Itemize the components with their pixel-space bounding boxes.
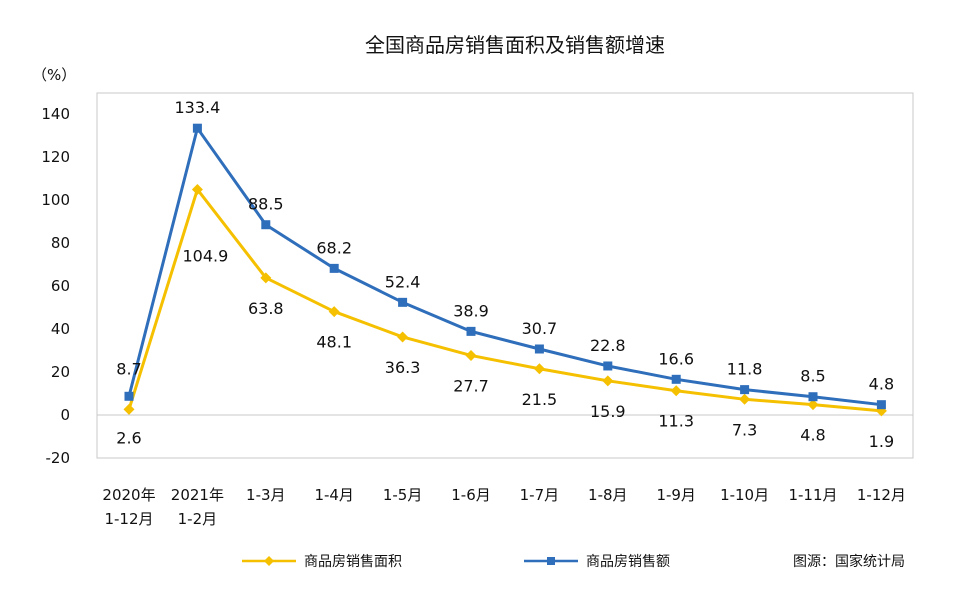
data-label: 63.8 [248, 299, 284, 318]
legend-marker [264, 556, 274, 566]
x-tick-label: 1-7月 [520, 486, 560, 504]
data-label: 27.7 [453, 376, 489, 395]
y-tick-label: 100 [41, 191, 70, 209]
data-point [328, 306, 340, 318]
data-point [192, 123, 202, 133]
x-axis-tick-labels: 2020年 1-12月 2021年 1-2月 1-3月 1-4月 1-5月 1-6月 1-7月 1… [102, 486, 906, 528]
data-point [739, 393, 751, 405]
data-point [603, 361, 613, 371]
data-point [397, 331, 409, 343]
data-point [533, 363, 545, 375]
series-line-0 [127, 187, 882, 413]
data-label: 15.9 [590, 402, 626, 421]
data-point [191, 183, 203, 195]
data-label: 30.7 [522, 319, 558, 338]
legend-marker [547, 557, 555, 565]
data-point [534, 344, 544, 354]
x-tick-label: 1-6月 [451, 486, 491, 504]
data-label: 8.5 [800, 367, 825, 386]
y-axis: -20 0 20 40 60 80 100 120 140 [41, 105, 70, 467]
y-tick-label: 80 [51, 234, 70, 252]
x-tick-label: 1-9月 [656, 486, 696, 504]
data-point [261, 220, 271, 230]
series-lines [127, 126, 882, 413]
data-label: 1.9 [869, 432, 894, 451]
data-label: 48.1 [316, 333, 352, 352]
plot-area-frame [96, 92, 914, 459]
data-label: 52.4 [385, 272, 421, 291]
series-line-1 [127, 126, 882, 407]
data-labels: 2.6 104.9 63.8 48.1 36.3 27.7 21.5 15.9 11.3 7.3 4… [116, 98, 894, 451]
x-tick-label: 1-10月 [720, 486, 769, 504]
data-label: 104.9 [182, 246, 228, 265]
x-tick-label: 1-12月 [857, 486, 906, 504]
x-tick-label: 1-4月 [314, 486, 354, 504]
x-tick-label: 2021年 1-2月 [171, 486, 224, 528]
data-point [807, 399, 819, 411]
data-label: 4.8 [800, 426, 825, 445]
x-tick-label: 1-11月 [788, 486, 837, 504]
data-point [123, 403, 135, 415]
y-tick-label: 120 [41, 148, 70, 166]
legend: 商品房销售面积 商品房销售额 [242, 554, 670, 570]
data-point [671, 374, 681, 384]
data-label: 68.2 [316, 238, 352, 257]
data-label: 36.3 [385, 358, 421, 377]
data-label: 38.9 [453, 301, 489, 320]
series-markers [123, 123, 887, 417]
y-tick-label: -20 [46, 449, 71, 467]
data-point [466, 326, 476, 336]
y-axis-unit-label: （%） [32, 66, 76, 84]
data-label: 21.5 [522, 390, 558, 409]
data-point [329, 263, 339, 273]
data-point [740, 385, 750, 395]
chart-title: 全国商品房销售面积及销售额增速 [365, 33, 665, 57]
data-label: 2.6 [116, 428, 141, 447]
y-tick-label: 140 [41, 105, 70, 123]
data-point [808, 392, 818, 402]
y-tick-label: 20 [51, 363, 70, 381]
source-note: 图源：国家统计局 [793, 553, 905, 570]
data-point [398, 297, 408, 307]
data-label: 11.3 [658, 412, 694, 431]
x-tick-label: 1-3月 [246, 486, 286, 504]
data-point [124, 391, 134, 401]
data-label: 11.8 [727, 360, 763, 379]
y-tick-label: 40 [51, 320, 70, 338]
data-point [602, 375, 614, 387]
data-label: 22.8 [590, 336, 626, 355]
x-tick-label: 1-5月 [383, 486, 423, 504]
y-tick-label: 60 [51, 277, 70, 295]
x-tick-label: 1-8月 [588, 486, 628, 504]
legend-label: 商品房销售额 [586, 554, 670, 570]
data-label: 8.7 [116, 359, 141, 378]
legend-label: 商品房销售面积 [304, 554, 402, 570]
data-label: 133.4 [174, 98, 220, 117]
data-point [465, 349, 477, 361]
data-point [670, 385, 682, 397]
y-tick-label: 0 [60, 406, 70, 424]
data-point [260, 272, 272, 284]
data-label: 16.6 [658, 349, 694, 368]
x-tick-label: 2020年 1-12月 [102, 486, 155, 528]
data-label: 4.8 [869, 375, 894, 394]
data-label: 88.5 [248, 195, 284, 214]
data-point [876, 400, 886, 410]
data-label: 7.3 [732, 420, 757, 439]
